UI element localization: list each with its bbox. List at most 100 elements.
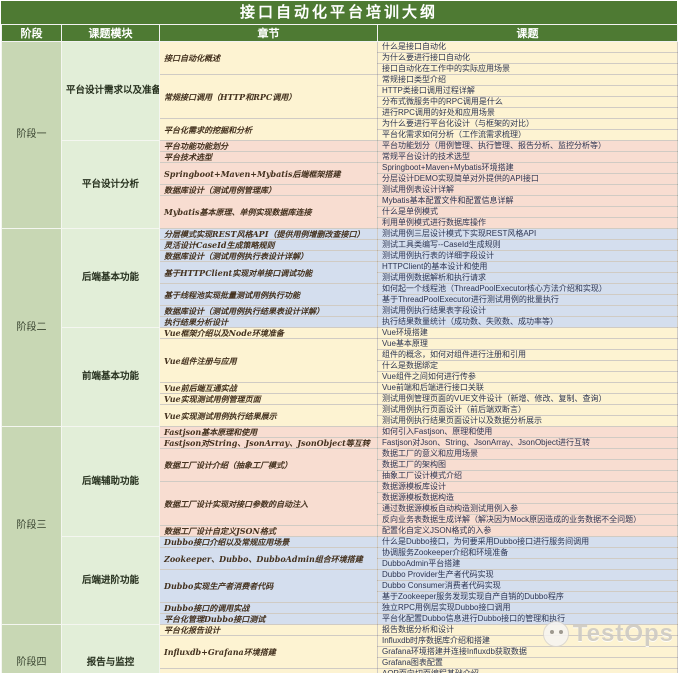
table-row: 接口自动化在工作中的实际应用场景 — [2, 63, 678, 75]
topic-cell: 如何起一个线程池（ThreadPoolExecutor核心方法介绍和实现） — [377, 283, 678, 295]
table-row: 阶段二 后端基本功能 分层模式实现REST风格API（提供用例增删改查接口） 测试用例… — [1, 228, 678, 427]
page-title: 接口自动化平台培训大纲 — [1, 1, 677, 24]
chapter-cell: 执行结果分析设计 — [159, 316, 378, 328]
module-cell: 后端辅助功能 — [61, 426, 160, 537]
topic-cell: 分布式微服务中的RPC调用是什么 — [377, 96, 678, 108]
chapter-cell: 常规接口调用（HTTP和RPC调用） — [159, 74, 378, 119]
module-cell: 平台设计分析 — [61, 140, 160, 229]
topic-cell: 数据源模板数据构造 — [377, 492, 678, 504]
topic-cell: HTTPClient的基本设计和使用 — [377, 261, 678, 273]
topic-cell: 分层设计DEMO实现简单对外提供的API接口 — [377, 173, 678, 185]
topic-cell: 抽象工厂设计模式介绍 — [377, 470, 678, 482]
topic-cell: Springboot+Maven+Mybatis环境搭建 — [377, 162, 678, 174]
table-row: Springboot+Maven+Mybatis后端框架搭建 Springboot… — [2, 162, 678, 185]
table-row: 自动化测试脚本效率监控AOP面向切面编程基础介绍 — [2, 668, 678, 673]
column-header-topic: 课题 — [377, 24, 678, 42]
stage-cell: 阶段二 — [1, 228, 62, 427]
topic-cell: 平台功能划分（用例管理、执行管理、报告分析、监控分析等） — [377, 140, 678, 152]
topic-cell: 测试用例执行结果页面设计以及数据分析展示 — [377, 415, 678, 427]
curriculum-table: 阶段 课题模块 章节 课题 阶段一 平台设计需求以及准备 接口自动化概述 什么是接口自… — [1, 24, 678, 673]
topic-cell: 什么是接口自动化 — [377, 41, 678, 53]
table-row: 数据工厂设计介绍（抽象工厂模式） 数据工厂的意义和应用场景 — [2, 448, 678, 482]
chapter-cell: Zookeeper、Dubbo、DubboAdmin组合环境搭建 — [159, 547, 378, 570]
chapter-cell: 基于线程池实现批量测试用例执行功能 — [159, 283, 378, 306]
table-row: 数据工厂设计自定义JSON格式 配置化自定义JSON格式的入参 — [2, 525, 678, 537]
topic-cell: 平台化需求如何分析（工作流需求梳理） — [377, 129, 678, 141]
table-row: 后端进阶功能 Dubbo接口介绍以及常规应用场景 什么是Dubbo接口，为何要采用D… — [2, 536, 678, 625]
topic-cell: Grafana图表配置 — [377, 657, 678, 669]
chapter-cell: 基于HTTPClient实现对单接口调试功能 — [159, 261, 378, 284]
topic-cell: Vue组件之间如何进行传参 — [377, 371, 678, 383]
chapter-cell: 自动化测试脚本效率监控 — [159, 668, 378, 673]
table-row: 数据库设计（测试用例管理库） 测试用例表设计详解 — [2, 184, 678, 196]
topic-cell: 独立RPC用例层实现Dubbo接口调用 — [377, 602, 678, 614]
topic-cell: 常规平台设计的技术选型 — [377, 151, 678, 163]
chapter-cell: Dubbo接口的调用实战 — [159, 602, 378, 614]
topic-cell: Vue环境搭建 — [377, 327, 678, 339]
topic-cell: 测试工具类编写--CaseId生成规则 — [377, 239, 678, 251]
chapter-cell: Fastjson基本原理和使用 — [159, 426, 378, 438]
topic-cell: 数据工厂的架构图 — [377, 459, 678, 471]
chapter-cell: 数据库设计（测试用例管理库） — [159, 184, 378, 196]
topic-cell: 测试用例三层设计模式下实现REST风格API — [377, 228, 678, 240]
header-row: 阶段 课题模块 章节 课题 — [1, 24, 678, 42]
chapter-cell: Fastjson对String、JsonArray、JsonObject等互转 — [159, 437, 378, 449]
topic-cell: 反向业务表数据生成详解（解决因为Mock原因造成的业务数据不全问题） — [377, 514, 678, 526]
topic-cell: 通过数据源模板自动构造测试用例入参 — [377, 503, 678, 515]
chapter-cell: 平台化需求的挖掘和分析 — [159, 118, 378, 141]
chapter-cell: Vue前后端互通实战 — [159, 382, 378, 394]
topic-cell: Grafana环境搭建并连接Influxdb获取数据 — [377, 646, 678, 658]
topic-cell: 协调服务Zookeeper介绍和环境准备 — [377, 547, 678, 559]
chapter-cell: 接口自动化概述 — [159, 41, 378, 75]
chapter-cell: 平台功能功能划分 — [159, 140, 378, 152]
table-row: 阶段四 报告与监控 平台化报告设计 报告数据分析和设计 — [1, 624, 678, 673]
chapter-cell: Vue实现测试用例执行结果展示 — [159, 404, 378, 427]
topic-cell: Mybatis基本配置文件和配置信息详解 — [377, 195, 678, 207]
topic-cell: DubboAdmin平台搭建 — [377, 558, 678, 570]
column-header-stage: 阶段 — [1, 24, 62, 42]
topic-cell: 平台化配置Dubbo信息进行Dubbo接口的管理和执行 — [377, 613, 678, 625]
column-header-chapter: 章节 — [159, 24, 378, 42]
chapter-cell: 平台技术选型 — [159, 151, 378, 163]
topic-cell: 如何引入Fastjson、原理和使用 — [377, 426, 678, 438]
topic-cell: 组件的概念，如何对组件进行注册和引用 — [377, 349, 678, 361]
chapter-cell: 灵活设计CaseId生成策略规则 — [159, 239, 378, 251]
topic-cell: Vue前端和后端进行接口关联 — [377, 382, 678, 394]
module-cell: 后端基本功能 — [61, 228, 160, 328]
module-cell: 报告与监控 — [61, 624, 160, 673]
table-row: 数据库设计（测试用例执行表设计详解） 测试用例执行表的详细字段设计 — [2, 250, 678, 262]
topic-cell: 执行结果数量统计（成功数、失败数、成功率等） — [377, 316, 678, 328]
topic-cell: 接口自动化在工作中的实际应用场景 — [377, 63, 678, 75]
topic-cell: 什么是单例模式 — [377, 206, 678, 218]
stage-cell: 阶段四 — [1, 624, 62, 673]
topic-cell: 进行RPC调用的好处和应用场景 — [377, 107, 678, 119]
stage-cell: 阶段三 — [1, 426, 62, 625]
topic-cell: 基于ThreadPoolExecutor进行测试用例的批量执行 — [377, 294, 678, 306]
table-row: 执行结果分析设计 执行结果数量统计（成功数、失败数、成功率等） — [2, 316, 678, 328]
chapter-cell: 平台化管理Dubbo接口测试 — [159, 613, 378, 625]
topic-cell: Vue基本原理 — [377, 338, 678, 350]
table-row: 平台化需求的挖掘和分析 为什么要进行平台化设计（与框架的对比） — [2, 118, 678, 141]
chapter-cell: Vue框架介绍以及Node环境准备 — [159, 327, 378, 339]
table-row: Vue实现测试用例管理页面 测试用例管理页面的VUE文件设计（新增、修改、复制、查… — [2, 393, 678, 405]
topic-cell: 常规接口类型介绍 — [377, 74, 678, 86]
table-row: 基于线程池实现批量测试用例执行功能 如何起一个线程池（ThreadPoolExec… — [2, 283, 678, 306]
topic-cell: Dubbo Consumer消费者代码实现 — [377, 580, 678, 592]
topic-cell: 测试用例管理页面的VUE文件设计（新增、修改、复制、查询） — [377, 393, 678, 405]
topic-cell: 什么是数据绑定 — [377, 360, 678, 372]
chapter-cell: 分层模式实现REST风格API（提供用例增删改查接口） — [159, 228, 378, 240]
chapter-cell: 数据库设计（测试用例执行结果表设计详解） — [159, 305, 378, 317]
topic-cell: 为什么要进行平台化设计（与框架的对比） — [377, 118, 678, 130]
chapter-cell: 数据库设计（测试用例执行表设计详解） — [159, 250, 378, 262]
table-row: 平台设计分析 平台功能功能划分 平台功能划分（用例管理、执行管理、报告分析、监控分析… — [2, 140, 678, 229]
module-cell: 前端基本功能 — [61, 327, 160, 427]
table-row: 基于HTTPClient实现对单接口调试功能 HTTPClient的基本设计和使用 — [2, 261, 678, 284]
chapter-cell: Dubbo接口介绍以及常规应用场景 — [159, 536, 378, 548]
topic-cell: AOP面向切面编程基础介绍 — [377, 668, 678, 673]
chapter-cell: Vue组件注册与应用 — [159, 338, 378, 383]
chapter-cell: 数据工厂设计自定义JSON格式 — [159, 525, 378, 537]
topic-cell: 为什么要进行接口自动化 — [377, 52, 678, 64]
topic-cell: 测试用例数据解析和执行请求 — [377, 272, 678, 284]
table-row: 前端基本功能 Vue框架介绍以及Node环境准备 Vue环境搭建 — [2, 327, 678, 427]
